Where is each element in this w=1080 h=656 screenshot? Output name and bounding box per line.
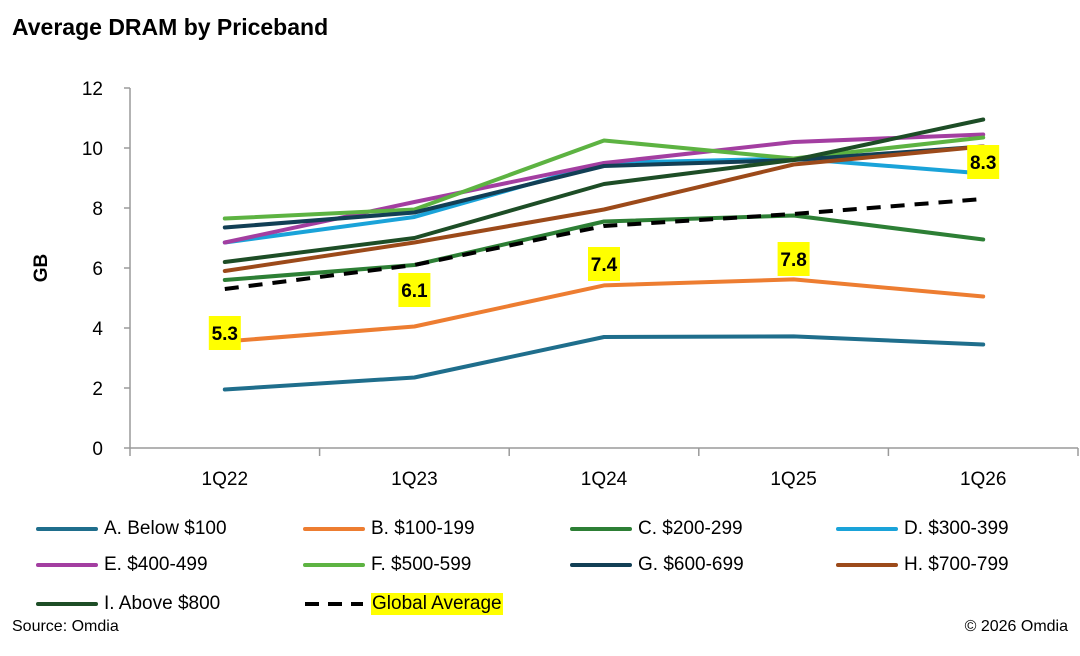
series-line-0 <box>222 334 986 392</box>
data-label-highlight <box>208 316 241 350</box>
y-tick-label: 8 <box>92 199 103 220</box>
data-label: 7.8 <box>777 242 810 276</box>
axes-layer: 0 2 4 6 8 10 12 GB 1Q22 1Q23 1Q24 1Q25 1Q26 <box>31 79 1079 490</box>
series-line-8 <box>222 117 986 264</box>
data-label-text: 8.3 <box>970 153 996 174</box>
data-label-highlight <box>398 273 431 307</box>
y-axis-title: GB <box>31 254 52 283</box>
series-layer <box>222 117 986 392</box>
x-tick-label: 1Q22 <box>202 469 248 490</box>
data-label-highlight <box>967 145 1000 179</box>
x-tick-label: 1Q26 <box>960 469 1006 490</box>
copyright-note: © 2026 Omdia <box>964 618 1068 635</box>
series-line-5 <box>222 135 986 221</box>
series-line-9 <box>224 197 984 291</box>
y-tick-label: 4 <box>92 319 103 340</box>
annotation-layer: 5.3 6.1 7.4 7.8 8.3 <box>208 145 1000 350</box>
data-label-text: 5.3 <box>212 324 238 345</box>
y-tick-label: 6 <box>92 259 103 280</box>
y-tick-label: 0 <box>92 439 103 460</box>
data-label: 7.4 <box>588 247 620 281</box>
series-line-2 <box>222 213 986 282</box>
y-tick-label: 12 <box>82 79 103 100</box>
x-tick-label: 1Q24 <box>581 469 628 490</box>
data-label: 6.1 <box>398 273 431 307</box>
data-label-text: 7.4 <box>591 255 618 276</box>
series-line-3 <box>222 156 986 245</box>
data-label: 5.3 <box>208 316 241 350</box>
series-line-1 <box>222 277 986 344</box>
x-tick-label: 1Q25 <box>770 469 816 490</box>
data-label-text: 6.1 <box>401 281 428 302</box>
data-label-highlight <box>588 247 620 281</box>
data-label-highlight <box>777 242 810 276</box>
source-note: Source: Omdia <box>12 618 119 635</box>
data-label-text: 7.8 <box>780 250 806 271</box>
series-line-7 <box>222 144 986 273</box>
y-tick-label: 10 <box>82 139 103 160</box>
y-tick-label: 2 <box>92 379 103 400</box>
data-label: 8.3 <box>967 145 1000 179</box>
chart-title: Average DRAM by Priceband <box>12 14 329 40</box>
x-tick-label: 1Q23 <box>391 469 437 490</box>
series-line-6 <box>222 144 986 230</box>
